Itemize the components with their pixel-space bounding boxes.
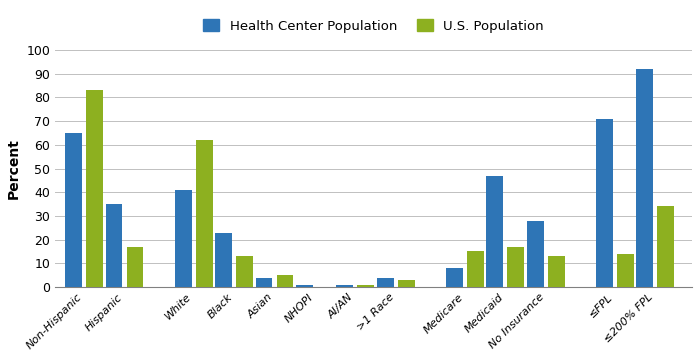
Bar bbox=[467, 252, 484, 287]
Bar bbox=[487, 176, 503, 287]
Bar bbox=[175, 190, 192, 287]
Bar bbox=[336, 285, 353, 287]
Bar bbox=[446, 268, 463, 287]
Bar bbox=[507, 247, 524, 287]
Bar bbox=[215, 233, 232, 287]
Bar bbox=[65, 133, 82, 287]
Bar bbox=[658, 207, 675, 287]
Bar bbox=[357, 285, 374, 287]
Bar bbox=[548, 256, 565, 287]
Bar bbox=[398, 280, 415, 287]
Bar bbox=[106, 204, 122, 287]
Bar bbox=[296, 285, 312, 287]
Bar bbox=[236, 256, 253, 287]
Bar bbox=[86, 90, 103, 287]
Bar bbox=[637, 69, 654, 287]
Bar bbox=[617, 254, 634, 287]
Legend: Health Center Population, U.S. Population: Health Center Population, U.S. Populatio… bbox=[198, 14, 549, 38]
Bar bbox=[127, 247, 143, 287]
Bar bbox=[527, 221, 544, 287]
Bar bbox=[196, 140, 212, 287]
Bar bbox=[596, 119, 613, 287]
Bar bbox=[377, 277, 394, 287]
Bar bbox=[256, 277, 273, 287]
Bar bbox=[277, 275, 294, 287]
Y-axis label: Percent: Percent bbox=[7, 138, 21, 199]
